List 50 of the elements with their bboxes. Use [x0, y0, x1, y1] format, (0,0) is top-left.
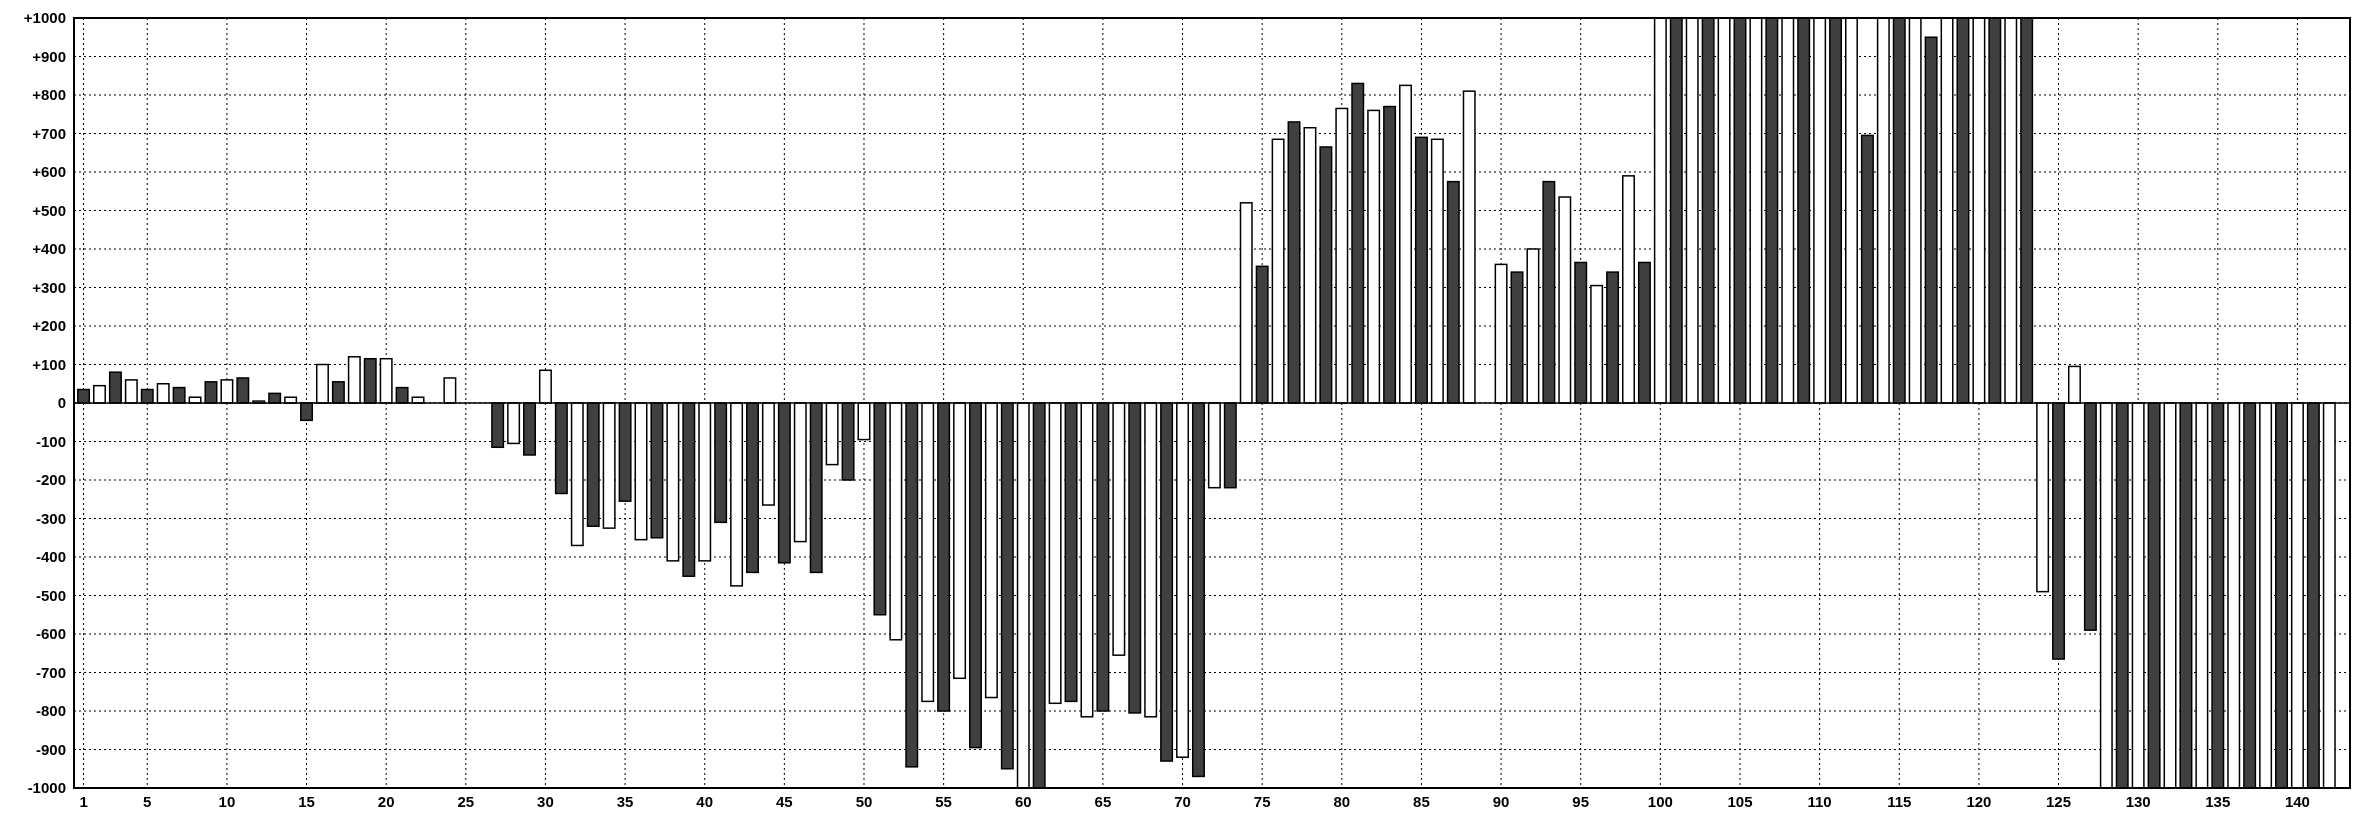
- x-tick-label: 5: [143, 793, 152, 810]
- y-tick-label: -800: [35, 702, 66, 720]
- x-tick-label: 70: [1174, 793, 1191, 810]
- y-tick-label: -100: [35, 432, 66, 450]
- y-tick-label: +100: [32, 355, 66, 373]
- y-tick-label: -600: [35, 625, 66, 643]
- x-tick-label: 45: [776, 793, 793, 810]
- y-tick-label: +500: [32, 201, 66, 219]
- x-tick-label: 65: [1094, 793, 1112, 810]
- x-tick-label: 105: [1727, 793, 1753, 810]
- x-tick-label: 20: [377, 793, 395, 810]
- y-tick-label: +600: [32, 163, 66, 181]
- y-tick-label: -700: [35, 663, 66, 681]
- x-tick-label: 30: [537, 793, 554, 810]
- y-tick-label: +400: [32, 240, 66, 258]
- x-tick-label: 90: [1492, 793, 1510, 810]
- y-tick-label: -500: [35, 586, 66, 604]
- x-tick-label: 80: [1333, 793, 1351, 810]
- x-tick-label: 1: [79, 793, 88, 810]
- x-tick-label: 95: [1572, 793, 1590, 810]
- x-tick-label: 110: [1807, 793, 1832, 810]
- x-tick-label: 10: [218, 793, 236, 810]
- x-tick-label: 55: [935, 793, 952, 810]
- y-tick-label: +800: [32, 86, 66, 104]
- y-tick-label: -1000: [27, 779, 66, 797]
- x-tick-label: 40: [696, 793, 714, 810]
- x-tick-label: 100: [1647, 793, 1673, 810]
- x-tick-label: 50: [855, 793, 873, 810]
- x-tick-label: 140: [2284, 793, 2310, 810]
- x-tick-label: 35: [616, 793, 634, 810]
- y-tick-label: +200: [32, 317, 66, 335]
- x-tick-label: 125: [2046, 793, 2072, 810]
- x-tick-label: 85: [1413, 793, 1430, 810]
- x-tick-label: 115: [1887, 793, 1912, 810]
- x-tick-label: 75: [1253, 793, 1271, 810]
- x-tick-label: 15: [298, 793, 315, 810]
- x-tick-label: 135: [2205, 793, 2231, 810]
- y-tick-label: +700: [32, 124, 66, 142]
- x-tick-label: 25: [457, 793, 475, 810]
- y-tick-label: -900: [35, 740, 66, 758]
- y-tick-label: +900: [32, 47, 66, 65]
- y-tick-label: +300: [32, 278, 66, 296]
- y-tick-label: -300: [35, 509, 66, 527]
- y-tick-label: -400: [35, 548, 66, 566]
- y-tick-label: 0: [57, 394, 66, 412]
- x-tick-label: 120: [1966, 793, 1992, 810]
- x-tick-label: 130: [2125, 793, 2151, 810]
- x-tick-label: 60: [1014, 793, 1032, 810]
- y-tick-label: -200: [35, 471, 66, 489]
- y-tick-label: +1000: [23, 9, 66, 27]
